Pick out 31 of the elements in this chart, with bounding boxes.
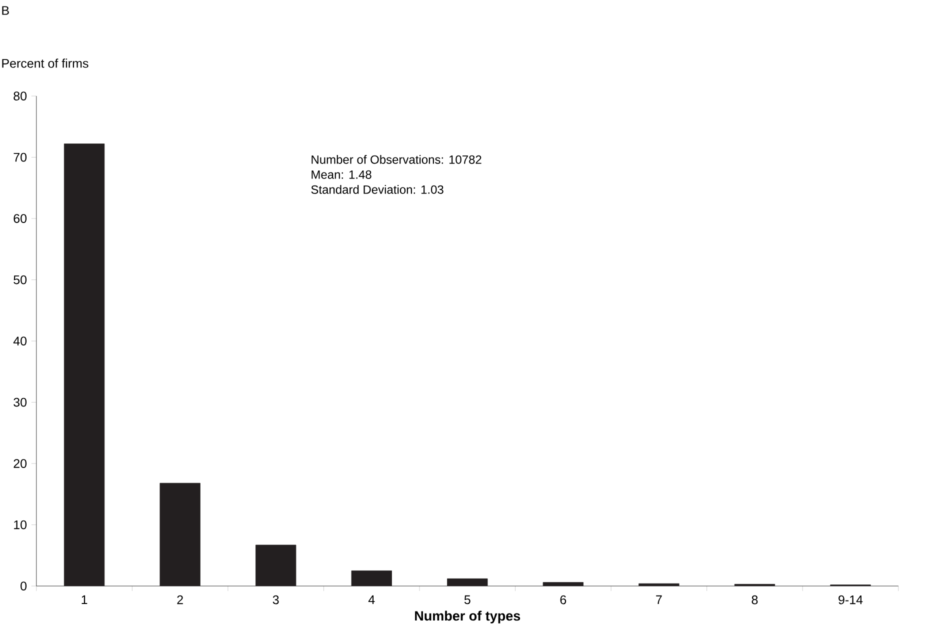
bar (64, 144, 105, 586)
chart-title: B (2, 6, 9, 16)
x-axis-title: Number of types (415, 610, 520, 624)
x-tick-label: 7 (656, 596, 662, 604)
bar (638, 584, 680, 586)
x-tick-label: 2 (177, 596, 183, 604)
y-tick-label: 20 (14, 459, 27, 468)
x-tick-label: 1 (82, 596, 88, 604)
x-tick-label: 6 (560, 596, 566, 604)
x-tick-label: 9-14 (838, 596, 863, 604)
annotation: Standard Deviation: 1.03 (311, 185, 444, 194)
x-tick-label: 4 (368, 596, 375, 604)
y-tick-label: 70 (14, 153, 27, 162)
y-tick-label: 40 (13, 336, 27, 346)
y-tick-label: 30 (14, 398, 27, 407)
y-axis-title: Percent of firms (2, 58, 88, 68)
bar (351, 570, 392, 586)
x-tick-label: 3 (272, 596, 279, 604)
bar (542, 582, 584, 586)
y-tick-label: 10 (14, 520, 27, 530)
annotation: Number of Observations: 10782 (312, 155, 482, 164)
annotation: Mean: 1.48 (312, 170, 372, 180)
x-tick-label: 8 (752, 596, 758, 604)
y-tick-label: 0 (20, 582, 27, 591)
y-tick-label: 60 (14, 214, 27, 224)
bar (160, 483, 200, 586)
bar (447, 578, 488, 586)
y-tick-label: 80 (14, 92, 27, 101)
bar (256, 545, 296, 586)
x-tick-label: 5 (464, 596, 470, 604)
y-tick-label: 50 (14, 276, 27, 284)
